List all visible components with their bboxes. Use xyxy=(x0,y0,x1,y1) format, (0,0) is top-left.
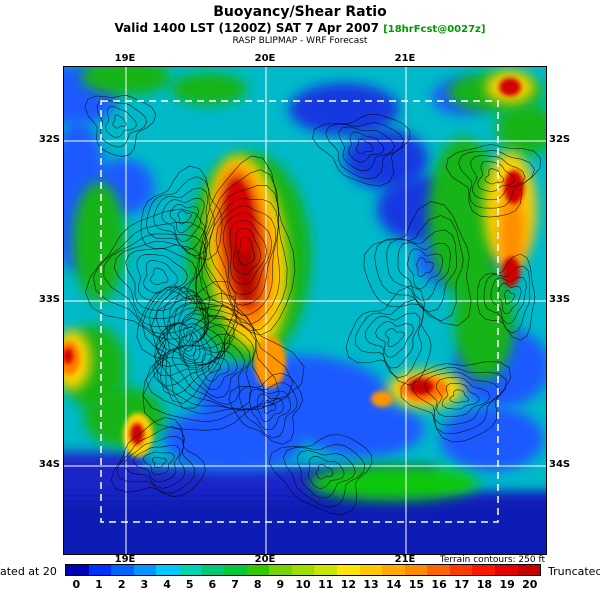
colorbar-cell xyxy=(494,565,518,575)
colorbar-tick-label: 8 xyxy=(253,578,262,591)
colorbar-tick-label: 18 xyxy=(476,578,493,591)
colorbar-labels: 0 1 2 3 4 5 6 7 8 9 10 11 12 13 14 15 16 17 18 19 20 xyxy=(65,578,541,591)
colorbar-tick-label: 15 xyxy=(408,578,425,591)
forecast-tag: [18hrFcst@0027z] xyxy=(383,24,486,35)
colorbar-right-caption: Truncated xyxy=(548,565,600,578)
lon-label-top-20e: 20E xyxy=(254,53,276,64)
colorbar-cell xyxy=(224,565,247,575)
lon-label-bottom-21e: 21E xyxy=(394,554,416,565)
colorbar-tick-label: 7 xyxy=(231,578,239,591)
colorbar-tick-label: 5 xyxy=(185,578,194,591)
colorbar-tick-label: 3 xyxy=(140,578,149,591)
lon-label-top-21e: 21E xyxy=(394,53,416,64)
colorbar-tick-label: 14 xyxy=(386,578,402,591)
lat-label-right-33s: 33S xyxy=(549,294,571,305)
lon-label-top-19e: 19E xyxy=(114,53,136,64)
colorbar-cell xyxy=(133,565,157,575)
colorbar-tick-label: 12 xyxy=(340,578,357,591)
valid-time-text: Valid 1400 LST (1200Z) SAT 7 Apr 2007 xyxy=(114,21,384,35)
colorbar-cell xyxy=(178,565,202,575)
colorbar-cell xyxy=(314,565,337,575)
colorbar-cell xyxy=(246,565,270,575)
lat-label-right-34s: 34S xyxy=(549,459,571,470)
lat-label-left-33s: 33S xyxy=(38,294,60,305)
lat-label-right-32s: 32S xyxy=(549,134,571,145)
page-title: Buoyancy/Shear Ratio xyxy=(213,4,387,20)
colorbar-tick-label: 1 xyxy=(95,578,103,591)
colorbar-cell xyxy=(269,565,292,575)
lon-label-bottom-19e: 19E xyxy=(114,554,136,565)
colorbar-tick-label: 11 xyxy=(318,578,334,591)
colorbar-cell xyxy=(88,565,112,575)
header: Buoyancy/Shear Ratio Valid 1400 LST (120… xyxy=(0,4,600,46)
lon-label-bottom-20e: 20E xyxy=(254,554,276,565)
map-area xyxy=(63,66,547,555)
colorbar-cell xyxy=(66,565,89,575)
colorbar-cell xyxy=(472,565,495,575)
colorbar-tick-label: 19 xyxy=(499,578,515,591)
colorbar-cell xyxy=(517,565,541,575)
colorbar-tick-label: 9 xyxy=(276,578,285,591)
colorbar-left-caption: ated at 20 xyxy=(0,565,57,578)
colorbar-tick-label: 10 xyxy=(295,578,311,591)
terrain-contours-note: Terrain contours: 250 ft xyxy=(439,555,545,565)
lat-label-left-32s: 32S xyxy=(38,134,60,145)
colorbar-tick-label: 2 xyxy=(117,578,126,591)
colorbar-tick-label: 0 xyxy=(72,578,81,591)
colorbar-tick-label: 13 xyxy=(363,578,379,591)
colorbar-tick-label: 20 xyxy=(522,578,538,591)
colorbar-tick-label: 6 xyxy=(208,578,217,591)
colorbar-tick-label: 4 xyxy=(163,578,171,591)
colorbar-cell xyxy=(111,565,134,575)
colorbar-cell xyxy=(449,565,473,575)
buoyancy-shear-map xyxy=(64,67,546,554)
colorbar-tick-label: 16 xyxy=(431,578,447,591)
valid-time-line: Valid 1400 LST (1200Z) SAT 7 Apr 2007 [1… xyxy=(0,21,600,35)
lat-label-left-34s: 34S xyxy=(38,459,60,470)
colorbar-cell xyxy=(359,565,383,575)
colorbar-cell xyxy=(156,565,179,575)
colorbar-cell xyxy=(427,565,450,575)
colorbar-cell xyxy=(382,565,405,575)
colorbar-cell xyxy=(336,565,360,575)
colorbar xyxy=(65,564,541,576)
colorbar-cell xyxy=(291,565,315,575)
model-line: RASP BLIPMAP - WRF Forecast xyxy=(232,36,368,46)
colorbar-tick-label: 17 xyxy=(454,578,470,591)
colorbar-cell xyxy=(201,565,225,575)
colorbar-cell xyxy=(404,565,428,575)
